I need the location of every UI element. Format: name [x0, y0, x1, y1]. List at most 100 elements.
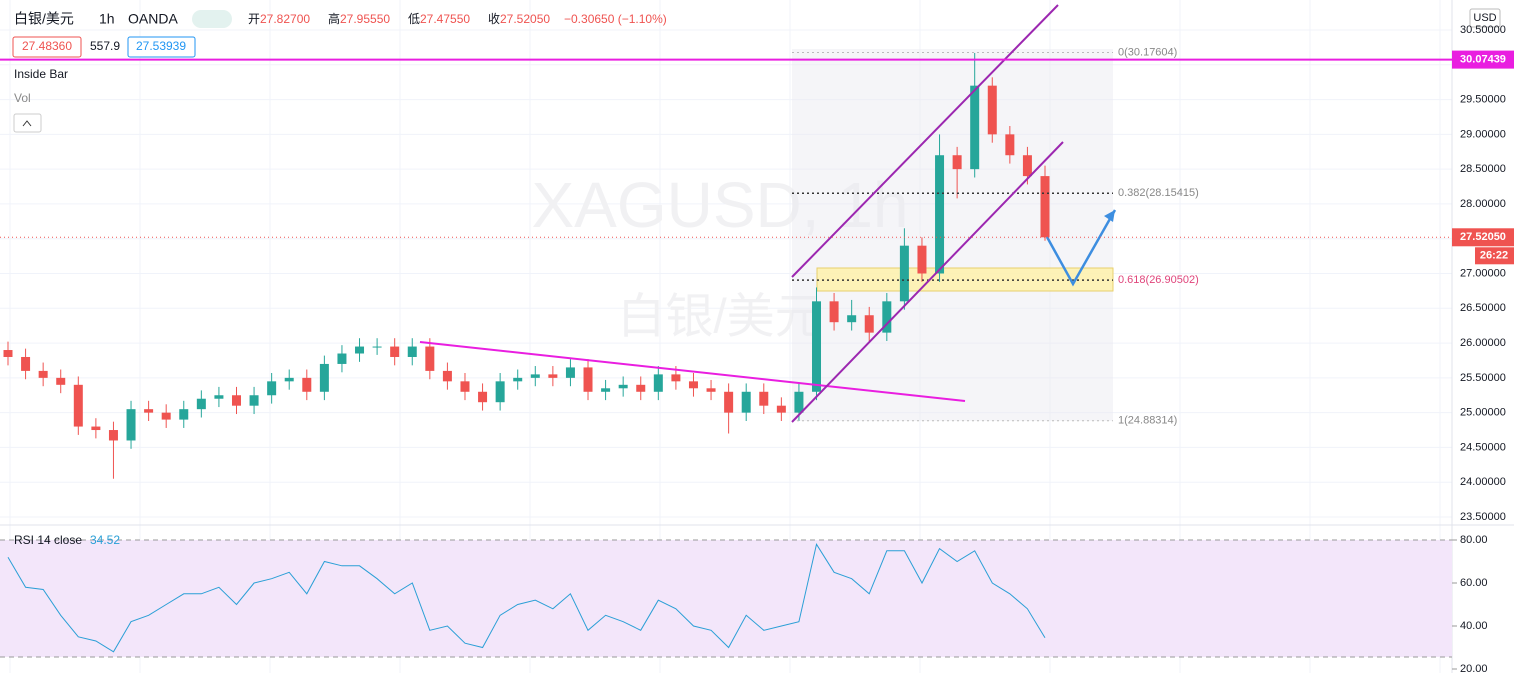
candle-body	[741, 391, 751, 413]
price-tag-label: 27.52050	[1460, 231, 1506, 243]
currency-box[interactable]	[1469, 8, 1501, 28]
rsi-line	[7, 543, 1046, 653]
y-tick-label: 30.50000	[1460, 24, 1506, 36]
chevron	[22, 120, 32, 127]
candle-body	[653, 374, 663, 392]
candle-body	[214, 395, 224, 399]
ohlc-value: 27.82700	[260, 12, 310, 26]
candle-body	[706, 388, 716, 392]
candle-body	[513, 377, 523, 382]
candle-body	[688, 381, 698, 389]
fib-area	[792, 49, 1113, 421]
y-tick-label: 80.00	[1460, 534, 1488, 546]
candle-body	[759, 391, 769, 406]
candle-body	[3, 350, 13, 357]
fib-label: 0.382(28.15415)	[1118, 187, 1199, 199]
y-tick-label: 26.50000	[1460, 302, 1506, 314]
plot	[3, 52, 1113, 479]
rsi-name: RSI 14 close	[14, 533, 82, 547]
currency: USD	[1473, 12, 1496, 24]
candle-body	[987, 85, 997, 135]
ask: 27.53939	[136, 39, 186, 53]
candle-body	[319, 363, 329, 392]
fib-label: 0.618(26.90502)	[1118, 274, 1199, 286]
y-tick-label: 23.50000	[1460, 511, 1506, 523]
interval: 1h	[99, 11, 115, 27]
ask-box[interactable]	[127, 36, 196, 58]
candle-body	[407, 346, 417, 357]
candle-body	[495, 381, 505, 403]
candle-body	[618, 384, 628, 389]
candle-body	[917, 245, 927, 274]
candle-body	[671, 374, 681, 382]
y-tick-label: 20.00	[1460, 663, 1488, 673]
symbol: 白银/美元	[14, 11, 74, 27]
candle-body	[1005, 134, 1015, 156]
candle-body	[970, 85, 980, 170]
candle-body	[249, 395, 259, 406]
y-tick-label: 40.00	[1460, 620, 1488, 632]
bid: 27.48360	[22, 39, 72, 53]
channel-lower	[791, 141, 1064, 423]
candle-body	[812, 301, 822, 392]
candle-body	[530, 374, 540, 378]
candle-body	[1040, 176, 1050, 238]
candle-body	[442, 370, 452, 382]
status-pill[interactable]	[192, 10, 232, 28]
candle-body	[56, 377, 66, 385]
candle-body	[337, 353, 347, 364]
candle-body	[478, 391, 488, 403]
ohlc-label: 低	[408, 12, 420, 26]
candle-body	[73, 384, 83, 427]
y-tick-label: 27.00000	[1460, 267, 1506, 279]
candle-body	[284, 377, 294, 382]
y-tick-label: 29.50000	[1460, 93, 1506, 105]
candle-body	[724, 391, 734, 413]
y-tick-label: 26.00000	[1460, 337, 1506, 349]
candle-body	[548, 374, 558, 378]
rsi-band	[0, 540, 1452, 657]
arrow-head	[1104, 210, 1115, 222]
ohlc-label: 收	[488, 12, 500, 26]
projection-arrow	[1045, 209, 1117, 287]
countdown-tag	[1475, 247, 1514, 265]
fib-label: 0(30.17604)	[1118, 46, 1177, 58]
candle-body	[21, 356, 31, 371]
fib-label: 1(24.88314)	[1118, 415, 1177, 427]
candle-body	[899, 245, 909, 302]
watermark: XAGUSD, 1h	[531, 169, 908, 241]
candle-body	[460, 381, 470, 392]
bid-box[interactable]	[12, 36, 82, 58]
candle-body	[267, 381, 277, 396]
candle-body	[91, 426, 101, 431]
price-tag	[1452, 228, 1514, 247]
candle-body	[935, 155, 945, 274]
collapse-button[interactable]	[13, 113, 42, 133]
y-tick-label: 28.00000	[1460, 198, 1506, 210]
candle-body	[161, 412, 171, 420]
indicator: Inside Bar	[14, 67, 68, 81]
trendline	[419, 341, 966, 402]
y-tick-label: 29.00000	[1460, 128, 1506, 140]
candle-body	[1022, 155, 1032, 177]
candle-body	[864, 315, 874, 333]
candle-body	[144, 409, 154, 413]
channel-upper	[791, 4, 1059, 278]
candle-body	[302, 377, 312, 392]
price-tag	[1452, 50, 1514, 69]
ohlc-value: 27.52050	[500, 12, 550, 26]
y-tick-label: 60.00	[1460, 577, 1488, 589]
y-tick-label: 24.00000	[1460, 476, 1506, 488]
candle-body	[583, 367, 593, 392]
candle-body	[355, 346, 365, 354]
candle-body	[565, 367, 575, 378]
candle-body	[38, 370, 48, 378]
candle-body	[952, 155, 962, 170]
rsi-value: 34.52	[90, 533, 120, 547]
indicator: Vol	[14, 91, 31, 105]
candle-body	[108, 430, 118, 441]
candle-body	[636, 384, 646, 392]
exchange: OANDA	[128, 11, 178, 27]
y-tick-label: 24.50000	[1460, 441, 1506, 453]
